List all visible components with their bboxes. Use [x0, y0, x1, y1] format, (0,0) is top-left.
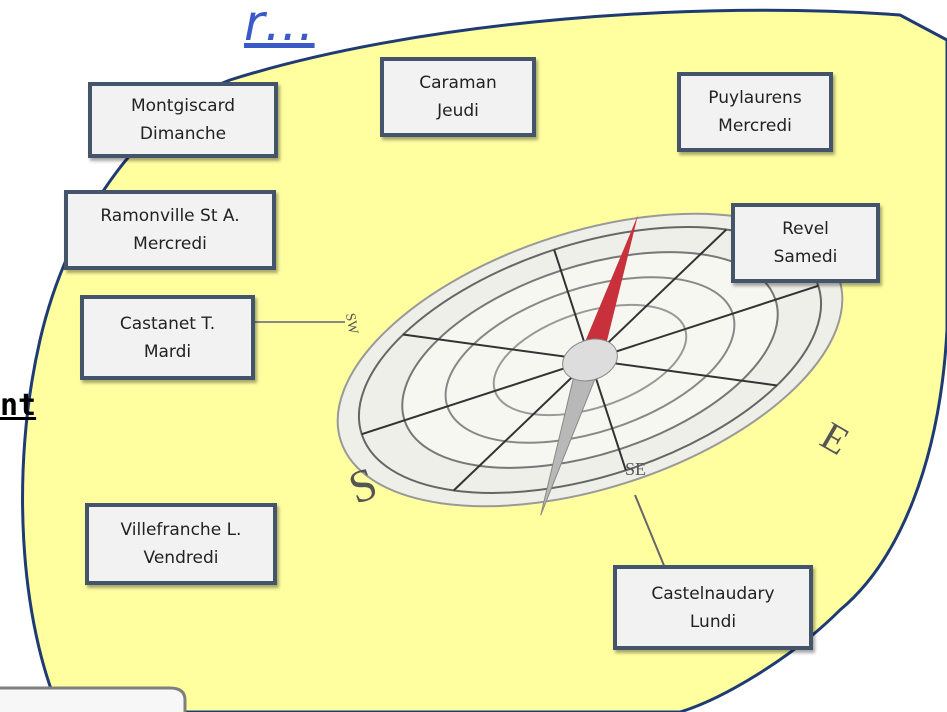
market-box: Villefranche L.Vendredi: [85, 503, 277, 585]
market-day: Dimanche: [140, 120, 226, 148]
market-day: Lundi: [690, 608, 736, 636]
market-town: Ramonville St A.: [100, 202, 239, 230]
title-fragment: r…: [244, 0, 315, 52]
market-town: Castanet T.: [120, 310, 215, 338]
market-day: Jeudi: [437, 97, 479, 125]
compass-label: SE: [625, 459, 646, 479]
market-day: Vendredi: [144, 544, 219, 572]
market-town: Puylaurens: [708, 84, 801, 112]
market-town: Villefranche L.: [121, 516, 242, 544]
market-day: Mardi: [144, 338, 191, 366]
market-day: Mercredi: [718, 112, 792, 140]
heading-fragment: nt: [0, 388, 36, 423]
market-day: Mercredi: [133, 230, 207, 258]
market-town: Revel: [782, 215, 829, 243]
bottom-left-box: [0, 688, 185, 712]
market-town: Castelnaudary: [651, 580, 774, 608]
market-day: Samedi: [774, 243, 838, 271]
market-town: Montgiscard: [131, 92, 235, 120]
market-town: Caraman: [419, 69, 496, 97]
market-box: Ramonville St A.Mercredi: [64, 190, 276, 270]
market-box: Castanet T.Mardi: [80, 295, 255, 380]
page: {"header": {"title_fragment": "r…", "hea…: [0, 0, 947, 712]
